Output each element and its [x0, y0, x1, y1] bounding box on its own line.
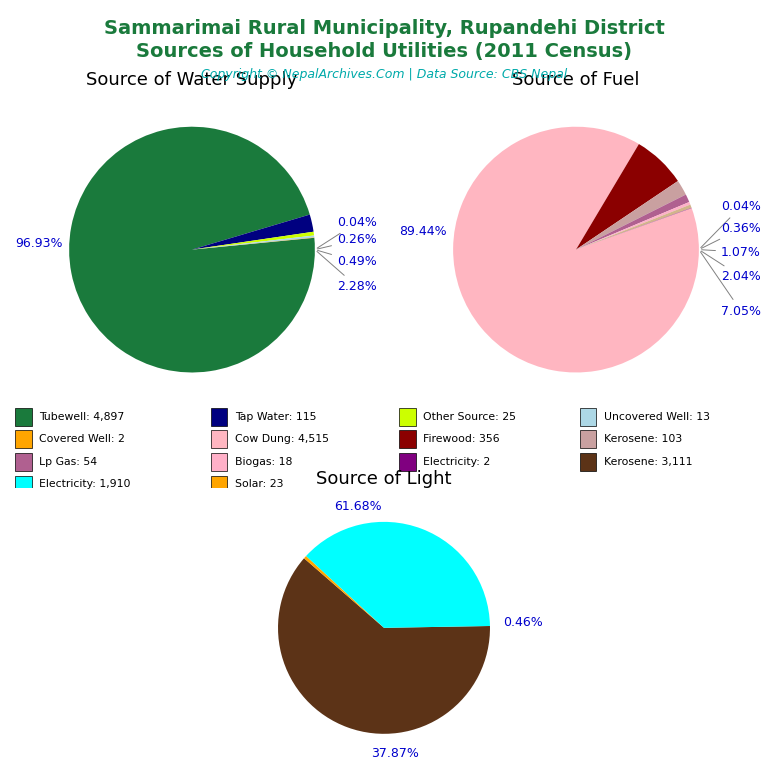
Text: Covered Well: 2: Covered Well: 2 [39, 434, 125, 445]
Wedge shape [192, 237, 314, 250]
Wedge shape [192, 214, 313, 250]
Text: Copyright © NepalArchives.Com | Data Source: CBS Nepal: Copyright © NepalArchives.Com | Data Sou… [201, 68, 567, 81]
Wedge shape [576, 202, 690, 250]
Text: 0.46%: 0.46% [503, 616, 542, 629]
Bar [399, 408, 415, 425]
Bar [211, 475, 227, 493]
Wedge shape [69, 127, 315, 372]
Bar [15, 430, 31, 449]
Text: Lp Gas: 54: Lp Gas: 54 [39, 457, 98, 467]
Text: 37.87%: 37.87% [371, 746, 419, 760]
Text: 96.93%: 96.93% [15, 237, 63, 250]
Wedge shape [192, 232, 314, 250]
Text: 89.44%: 89.44% [399, 225, 447, 237]
Wedge shape [306, 522, 490, 628]
Bar [211, 408, 227, 425]
Bar [15, 408, 31, 425]
Text: 0.49%: 0.49% [317, 250, 377, 268]
Text: Firewood: 356: Firewood: 356 [423, 434, 500, 445]
Wedge shape [192, 236, 314, 250]
Bar [580, 430, 596, 449]
Bar [15, 475, 31, 493]
Wedge shape [576, 144, 678, 250]
Text: Kerosene: 3,111: Kerosene: 3,111 [604, 457, 692, 467]
Text: 7.05%: 7.05% [700, 252, 761, 317]
Title: Source of Water Supply: Source of Water Supply [86, 71, 298, 89]
Title: Source of Light: Source of Light [316, 470, 452, 488]
Bar [211, 453, 227, 471]
Text: Cow Dung: 4,515: Cow Dung: 4,515 [235, 434, 329, 445]
Title: Source of Fuel: Source of Fuel [512, 71, 640, 89]
Wedge shape [278, 558, 490, 733]
Text: Electricity: 2: Electricity: 2 [423, 457, 491, 467]
Bar [15, 453, 31, 471]
Text: Solar: 23: Solar: 23 [235, 479, 283, 489]
Bar [211, 430, 227, 449]
Text: Sources of Household Utilities (2011 Census): Sources of Household Utilities (2011 Cen… [136, 42, 632, 61]
Wedge shape [576, 204, 691, 250]
Bar [580, 453, 596, 471]
Text: 0.36%: 0.36% [701, 222, 761, 248]
Bar [580, 408, 596, 425]
Wedge shape [304, 556, 384, 628]
Text: Biogas: 18: Biogas: 18 [235, 457, 293, 467]
Text: 1.07%: 1.07% [702, 246, 761, 259]
Text: Other Source: 25: Other Source: 25 [423, 412, 516, 422]
Text: 0.26%: 0.26% [318, 233, 377, 249]
Wedge shape [576, 194, 690, 250]
Wedge shape [576, 208, 692, 250]
Text: 2.28%: 2.28% [317, 251, 377, 293]
Text: Kerosene: 103: Kerosene: 103 [604, 434, 682, 445]
Text: 0.04%: 0.04% [317, 216, 377, 248]
Wedge shape [453, 127, 699, 372]
Text: Tap Water: 115: Tap Water: 115 [235, 412, 316, 422]
Wedge shape [576, 181, 686, 250]
Text: 2.04%: 2.04% [701, 251, 761, 283]
Text: Sammarimai Rural Municipality, Rupandehi District: Sammarimai Rural Municipality, Rupandehi… [104, 19, 664, 38]
Text: 0.04%: 0.04% [701, 200, 761, 247]
Text: Electricity: 1,910: Electricity: 1,910 [39, 479, 131, 489]
Bar [399, 430, 415, 449]
Bar [399, 453, 415, 471]
Text: Tubewell: 4,897: Tubewell: 4,897 [39, 412, 124, 422]
Text: Uncovered Well: 13: Uncovered Well: 13 [604, 412, 710, 422]
Text: 61.68%: 61.68% [333, 501, 382, 513]
